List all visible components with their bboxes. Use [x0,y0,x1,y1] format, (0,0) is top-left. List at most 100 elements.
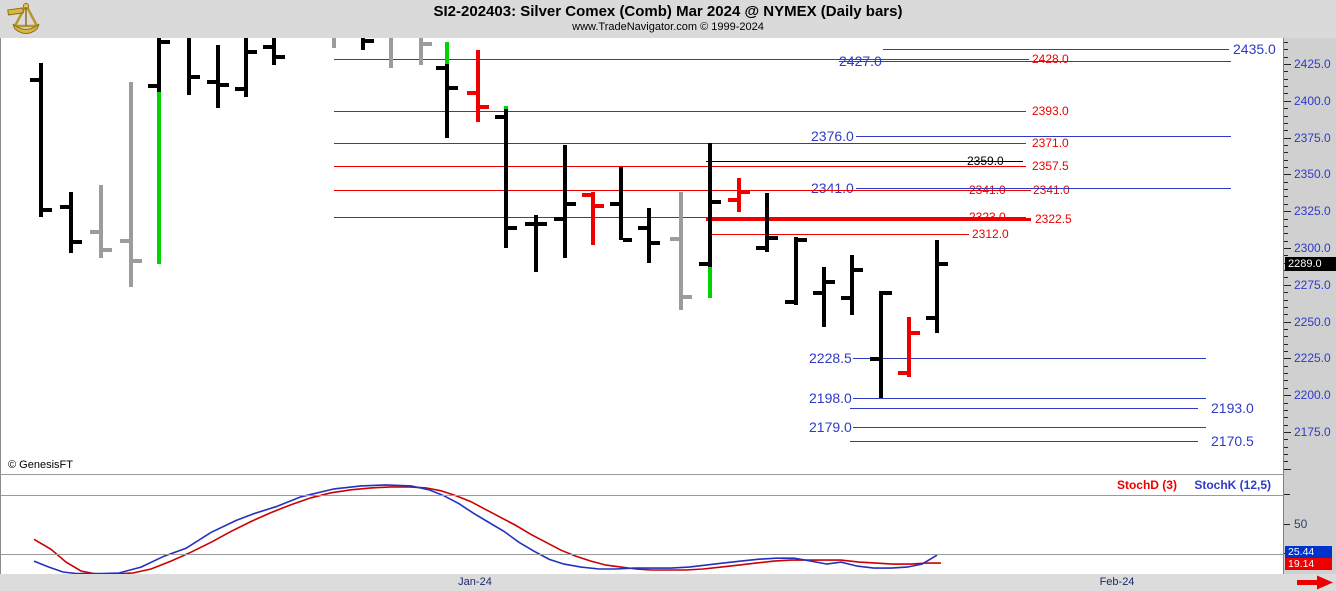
open-tick [926,315,935,320]
open-tick [728,198,737,203]
close-tick [449,86,458,91]
level-line-2435[interactable] [883,49,1229,51]
axis-minor-tick [1284,461,1288,463]
axis-minor-tick [1284,343,1288,345]
level-line-2198[interactable] [853,398,1206,400]
stochk-value-badge: 25.44 [1285,546,1332,558]
axis-major-tick [1284,358,1291,360]
open-tick [90,229,99,234]
date-axis[interactable]: Jan-24 Feb-24 [0,574,1336,591]
axis-minor-tick [1284,86,1288,88]
axis-minor-tick [1284,115,1288,117]
level-line-2179[interactable] [853,427,1206,429]
stochastic-panel[interactable]: StochD (3) StochK (12,5) [0,474,1284,576]
open-tick [207,79,216,84]
open-tick [436,65,445,70]
level-line-2170.5[interactable] [850,440,1198,442]
chart-subtitle: www.TradeNavigator.com © 1999-2024 [572,21,764,33]
ohlc-bar [419,38,423,65]
close-tick [798,237,807,242]
stochd-legend-label[interactable]: StochD (3) [1116,478,1177,492]
ohlc-bar [765,192,769,252]
level-line-2357.5[interactable] [334,166,1026,168]
price-axis[interactable]: 2289.0 50 25.44 19.14 2425.0 2400.0 2375.0… [1283,38,1336,574]
axis-minor-tick [1284,167,1288,169]
ohlc-bar [476,50,480,123]
ohlc-bar [907,317,911,377]
axis-minor-tick [1284,225,1288,227]
level-line-2193[interactable] [850,407,1198,409]
axis-price-label: 2250.0 [1294,314,1331,329]
ohlc-bar [69,192,73,254]
close-tick [191,75,200,80]
level-line-2428[interactable] [334,58,1029,60]
close-tick [480,104,489,109]
level-line-2322.5[interactable] [706,217,1031,221]
close-tick [508,226,517,231]
axis-minor-tick [1284,424,1288,426]
ohlc-bar [708,142,712,299]
axis-minor-tick [1284,417,1288,419]
ohlc-bar [647,208,651,263]
level-line-2359[interactable] [706,161,1023,163]
level-line-2371[interactable] [334,143,1026,145]
close-tick [651,240,660,245]
axis-price-label: 2400.0 [1294,93,1331,108]
open-tick [582,193,591,197]
open-tick [756,246,765,250]
ohlc-bar [216,44,220,109]
scroll-forward-arrow-icon[interactable] [1295,574,1335,591]
ohlc-bar [591,192,595,246]
axis-price-label: 2175.0 [1294,425,1331,439]
level-label: 2341.0 [1033,182,1070,197]
axis-major-tick [1284,248,1291,249]
level-line-2341[interactable] [334,189,1031,191]
ohlc-bar [737,178,741,212]
level-label: 2193.0 [1211,399,1254,416]
level-label: 2435.0 [1233,41,1276,58]
ohlc-bar [244,38,248,98]
axis-minor-tick [1284,402,1288,404]
level-line-2341[interactable] [856,187,1231,189]
close-tick [161,39,170,44]
last-price-badge: 2289.0 [1285,257,1336,271]
axis-minor-tick [1284,299,1288,301]
close-tick [623,237,632,242]
ohlc-bar [129,81,133,287]
stochk-legend-label[interactable]: StochK (12,5) [1194,478,1271,492]
level-label: 2322.5 [1035,211,1072,226]
axis-minor-tick [1284,78,1288,80]
open-tick [813,290,822,295]
axis-minor-tick [1284,387,1288,389]
axis-minor-tick [1284,108,1288,110]
axis-price-label: 2325.0 [1294,204,1331,219]
level-label: 2357.5 [1032,159,1069,174]
level-line-2427[interactable] [839,61,1231,63]
level-label: 2179.0 [809,419,852,436]
open-tick [495,114,504,119]
axis-price-label: 2350.0 [1294,167,1331,182]
close-tick [826,279,835,284]
close-tick [248,50,257,55]
level-line-2393[interactable] [334,111,1026,113]
open-tick [670,237,679,242]
axis-minor-tick [1284,454,1288,456]
close-tick [595,204,604,209]
indicator-legend: StochD (3) StochK (12,5) [1103,478,1271,492]
level-line-2228.5[interactable] [853,358,1206,360]
close-tick [883,290,892,295]
chart-title: SI2-202403: Silver Comex (Comb) Mar 2024… [433,3,903,20]
open-tick [263,45,272,50]
axis-minor-tick [1284,93,1288,95]
level-line-2376[interactable] [856,136,1231,138]
close-tick [741,190,750,195]
axis-minor-tick [1284,203,1288,205]
level-line-2312[interactable] [711,234,969,236]
sextant-icon [6,2,46,40]
close-tick [103,248,112,253]
axis-minor-tick [1284,189,1288,191]
close-tick [538,221,547,226]
price-chart-plot[interactable]: 2435.02428.02427.02393.02376.02371.02359… [0,38,1284,475]
ohlc-bar [99,184,103,259]
bar-green-segment [504,105,508,109]
